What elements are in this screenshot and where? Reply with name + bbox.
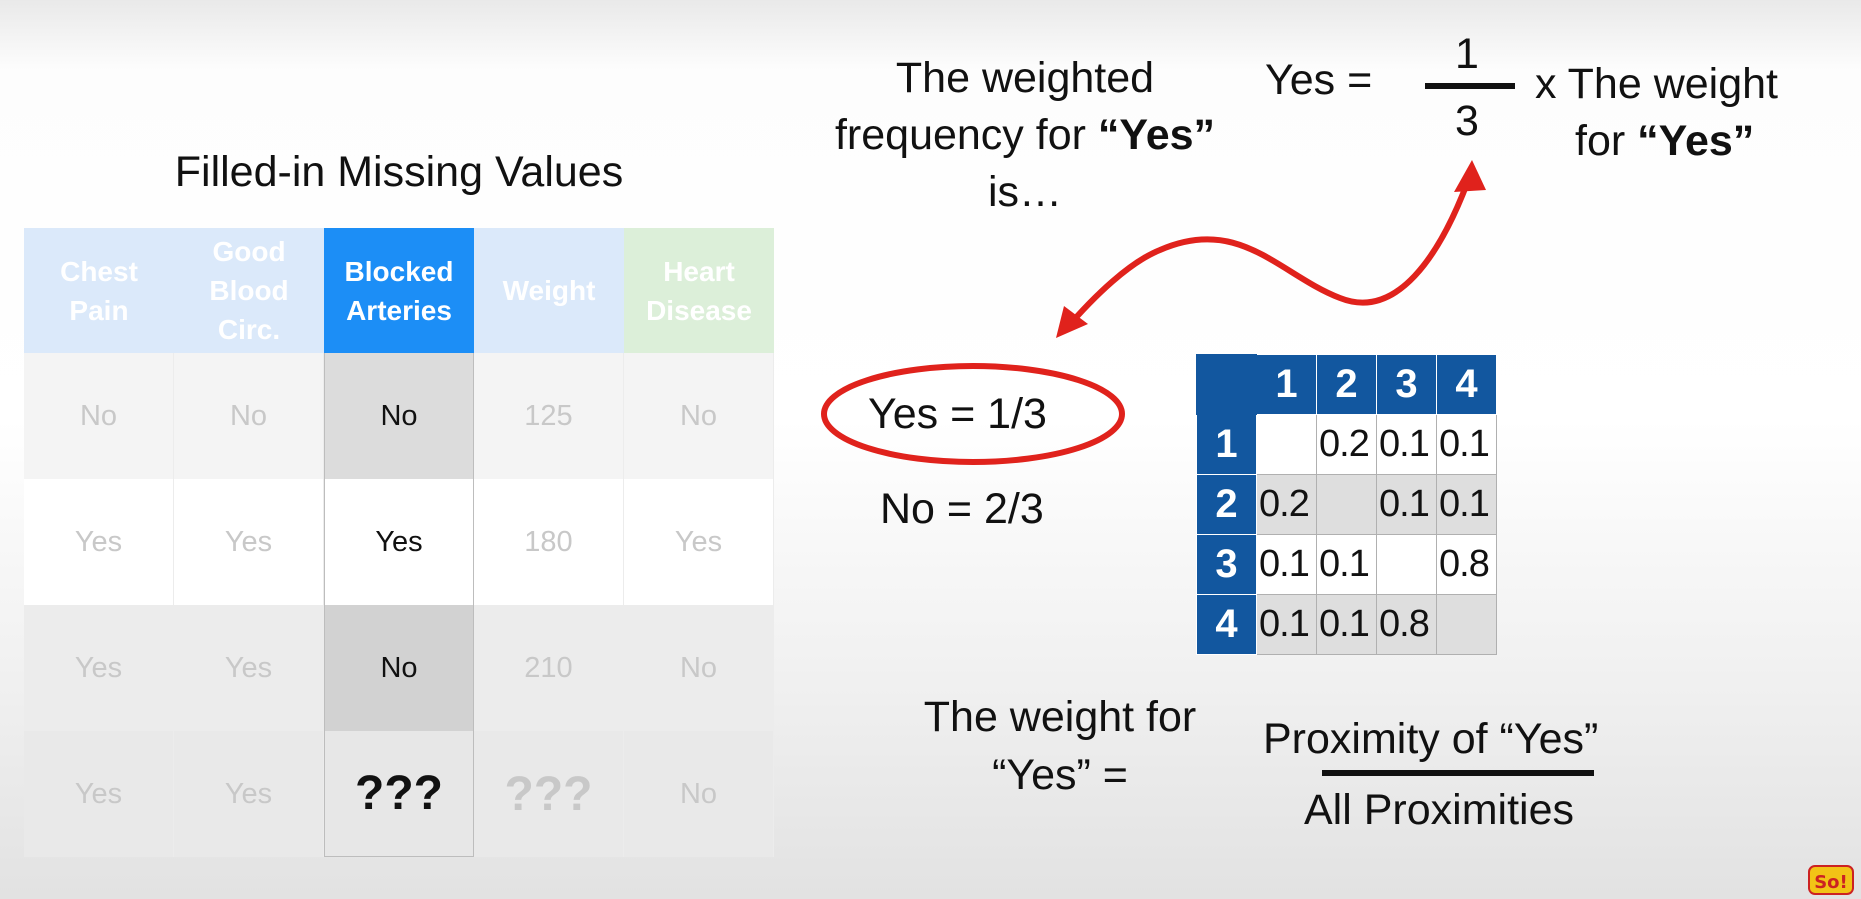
matrix-corner: [1196, 354, 1257, 415]
table-cell: No: [324, 353, 474, 479]
table-cell: No: [324, 605, 474, 731]
arrowhead-down-icon: [1056, 306, 1088, 338]
matrix-col-header: 1: [1256, 354, 1317, 415]
weighted-frequency-label: The weighted frequency for “Yes” is…: [834, 54, 1216, 216]
missing-value-cell: ???: [474, 731, 624, 857]
yes-ratio: Yes = 1/3: [868, 390, 1047, 438]
matrix-row-header: 1: [1196, 414, 1257, 475]
proximity-denominator: All Proximities: [1304, 786, 1574, 834]
table-cell: No: [624, 731, 774, 857]
svg-text:So!: So!: [1814, 872, 1848, 893]
matrix-cell: [1376, 534, 1437, 595]
matrix-cell: 0.2: [1256, 474, 1317, 535]
matrix-cell: [1316, 474, 1377, 535]
matrix-cell: 0.1: [1256, 534, 1317, 595]
matrix-cell: [1436, 594, 1497, 655]
table-cell: 210: [474, 605, 624, 731]
table-cell: Yes: [324, 479, 474, 605]
table-cell: Yes: [174, 731, 324, 857]
missing-value-cell: ???: [324, 731, 474, 857]
header-blocked-arteries: Blocked Arteries: [324, 228, 474, 353]
table-cell: Yes: [174, 479, 324, 605]
proximity-numerator: Proximity of “Yes”: [1263, 715, 1599, 763]
matrix-cell: 0.1: [1436, 474, 1497, 535]
table-cell: No: [174, 353, 324, 479]
table-cell: Yes: [624, 479, 774, 605]
proximity-fraction-bar: [1322, 770, 1594, 776]
matrix-cell: 0.1: [1256, 594, 1317, 655]
column-blocked-arteries: Blocked Arteries No Yes No ???: [324, 228, 474, 857]
header-chest-pain: Chest Pain: [24, 228, 174, 353]
table-cell: Yes: [174, 605, 324, 731]
arrowhead-up-icon: [1454, 160, 1486, 192]
no-ratio: No = 2/3: [880, 485, 1044, 533]
table-cell: Yes: [24, 605, 174, 731]
column-weight: Weight 125 180 210 ???: [474, 228, 624, 857]
matrix-cell: 0.1: [1316, 534, 1377, 595]
matrix-row-header: 2: [1196, 474, 1257, 535]
proximity-matrix: 1 2 3 4 1 0.2 0.1 0.1 2 0.2 0.1 0.1 3 0.…: [1196, 354, 1497, 655]
matrix-cell: 0.1: [1436, 414, 1497, 475]
matrix-cell: 0.1: [1376, 474, 1437, 535]
yes-ratio-highlight-ellipse: [821, 363, 1125, 465]
header-weight: Weight: [474, 228, 624, 353]
column-heart-disease: Heart Disease No Yes No No: [624, 228, 774, 857]
fraction-bar: [1425, 83, 1515, 89]
table-title: Filled-in Missing Values: [174, 148, 624, 196]
header-good-blood-circ: Good Blood Circ.: [174, 228, 324, 353]
table-cell: No: [24, 353, 174, 479]
matrix-cell: 0.8: [1376, 594, 1437, 655]
column-chest-pain: Chest Pain No Yes Yes Yes: [24, 228, 174, 857]
table-cell: Yes: [24, 479, 174, 605]
table-cell: Yes: [24, 731, 174, 857]
statquest-logo-icon: So!: [1808, 865, 1854, 895]
matrix-cell: 0.2: [1316, 414, 1377, 475]
table-cell: 180: [474, 479, 624, 605]
table-cell: No: [624, 353, 774, 479]
table-cell: 125: [474, 353, 624, 479]
matrix-col-header: 3: [1376, 354, 1437, 415]
matrix-cell: 0.8: [1436, 534, 1497, 595]
curved-arrow: [1062, 167, 1475, 333]
fraction-denominator: 3: [1455, 97, 1479, 145]
matrix-cell: [1256, 414, 1317, 475]
matrix-cell: 0.1: [1316, 594, 1377, 655]
weight-for-yes-label: The weight for “Yes” =: [923, 693, 1197, 799]
yes-equals-label: Yes =: [1265, 56, 1373, 104]
matrix-col-header: 4: [1436, 354, 1497, 415]
matrix-col-header: 2: [1316, 354, 1377, 415]
matrix-cell: 0.1: [1376, 414, 1437, 475]
fraction-numerator: 1: [1455, 30, 1479, 78]
times-weight-label: x The weight for “Yes”: [1535, 60, 1779, 165]
column-good-blood-circ: Good Blood Circ. No Yes Yes Yes: [174, 228, 324, 857]
matrix-row-header: 4: [1196, 594, 1257, 655]
matrix-row-header: 3: [1196, 534, 1257, 595]
header-heart-disease: Heart Disease: [624, 228, 774, 353]
table-cell: No: [624, 605, 774, 731]
data-table: Chest Pain No Yes Yes Yes Good Blood Circ. …: [24, 228, 774, 857]
